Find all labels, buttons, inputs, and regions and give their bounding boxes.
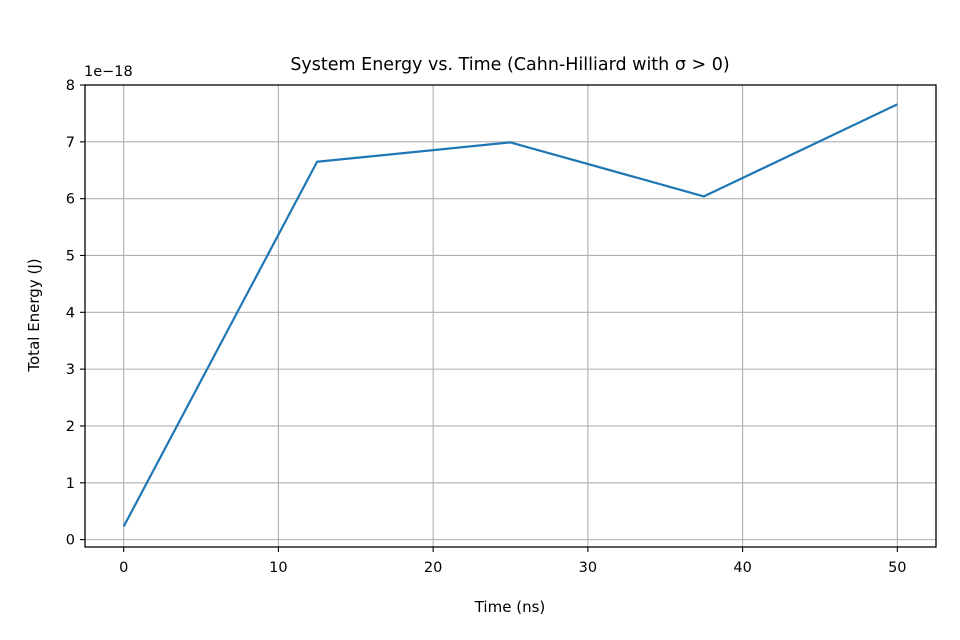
series-layer — [122, 103, 898, 528]
y-axis-label: Total Energy (J) — [25, 258, 43, 372]
y-tick-label: 4 — [66, 305, 75, 321]
series-line — [122, 103, 898, 528]
x-tick-label: 30 — [579, 560, 597, 576]
y-offset-label: 1e−18 — [84, 64, 133, 80]
y-tick-label: 1 — [66, 476, 75, 492]
y-tick-label: 3 — [66, 362, 75, 378]
x-axis: 0 10 20 30 40 50 — [119, 547, 907, 576]
x-axis-label: Time (ns) — [474, 598, 546, 616]
y-axis: 0 1 2 3 4 5 6 7 8 — [66, 78, 85, 549]
x-tick-label: 0 — [119, 560, 128, 576]
grid-lines — [85, 84, 936, 547]
plot-frame — [84, 84, 937, 548]
x-tick-label: 20 — [424, 560, 442, 576]
x-tick-label: 10 — [269, 560, 287, 576]
y-tick-label: 6 — [66, 192, 75, 208]
y-tick-label: 7 — [66, 135, 75, 151]
x-tick-label: 40 — [733, 560, 751, 576]
x-tick-label: 50 — [888, 560, 906, 576]
y-tick-label: 2 — [66, 419, 75, 435]
chart-title: System Energy vs. Time (Cahn-Hilliard wi… — [290, 55, 729, 75]
y-tick-label: 0 — [66, 533, 75, 549]
y-tick-label: 8 — [66, 78, 75, 94]
y-tick-label: 5 — [66, 248, 75, 264]
